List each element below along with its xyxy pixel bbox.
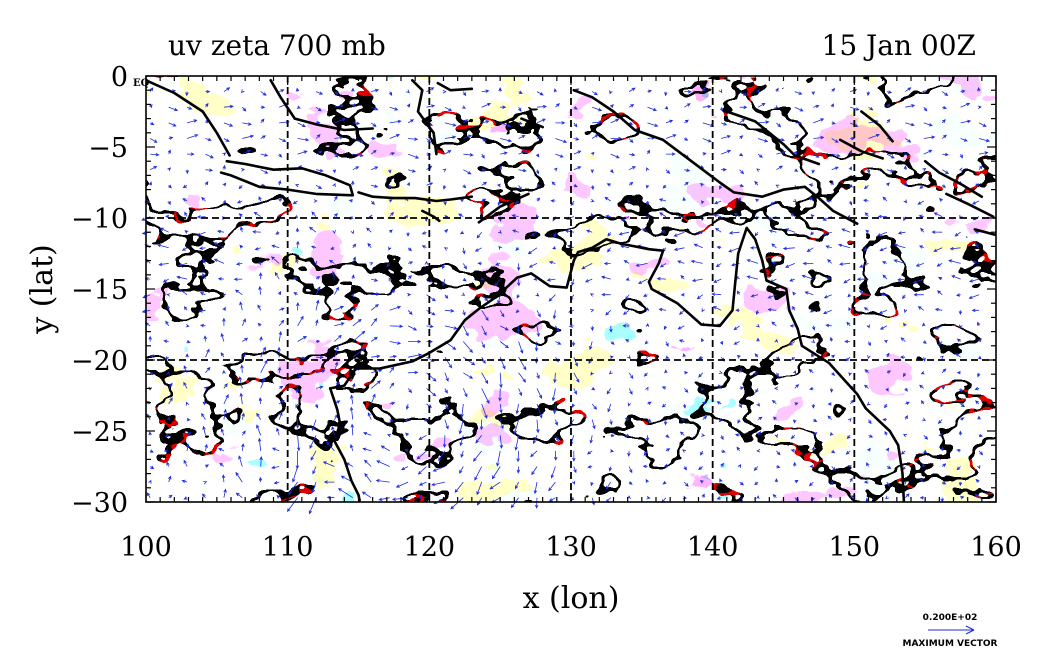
- x-tick-label: 140: [687, 532, 739, 563]
- coastline: [477, 192, 530, 224]
- reference-vector-value: 0.200E+02: [923, 613, 978, 623]
- x-tick-label: 150: [829, 532, 881, 563]
- x-tick-label: 160: [970, 532, 1022, 563]
- equator-tick-label: EQ: [133, 78, 150, 89]
- coastline-layer: [146, 79, 996, 502]
- x-tick-label: 110: [262, 532, 314, 563]
- coastline: [146, 79, 231, 157]
- y-tick-label: −15: [71, 275, 128, 306]
- coastline: [219, 159, 355, 197]
- y-tick-label: −25: [71, 417, 128, 448]
- y-tick-label: 0: [111, 62, 128, 93]
- coastline: [572, 88, 859, 225]
- coastline: [328, 387, 362, 502]
- x-axis-label: x (lon): [523, 581, 620, 616]
- reference-vector-caption: MAXIMUM VECTOR: [902, 639, 997, 649]
- coastline: [269, 79, 374, 132]
- y-tick-label: −10: [71, 204, 128, 235]
- coastline: [725, 110, 821, 166]
- coastline: [328, 226, 906, 502]
- coastline: [923, 159, 984, 198]
- y-axis-label: y (lat): [25, 244, 60, 334]
- coastline: [411, 79, 438, 156]
- coastline: [860, 110, 894, 143]
- coastline: [436, 81, 474, 92]
- coastline: [520, 117, 544, 129]
- coastline: [945, 192, 995, 218]
- lat-lon-grid: [146, 76, 996, 502]
- y-tick-label: −5: [88, 133, 128, 164]
- reference-vector-arrow: [928, 625, 975, 635]
- y-tick-label: −20: [71, 346, 128, 377]
- x-tick-label: 100: [120, 532, 172, 563]
- title-right: 15 Jan 00Z: [822, 29, 976, 62]
- coastline: [973, 228, 996, 237]
- x-tick-label: 120: [404, 532, 456, 563]
- y-tick-label: −30: [71, 488, 128, 519]
- coastline: [357, 191, 474, 203]
- coastline: [421, 209, 441, 223]
- coastline: [838, 138, 884, 160]
- axis-tick-labels: 100 110 120 130 140 150 160 0 −5 −10 −15 −20 −25 −30 E…: [71, 62, 1022, 563]
- title-left: uv zeta 700 mb: [168, 29, 386, 62]
- x-tick-label: 130: [545, 532, 597, 563]
- axis-ticks: [145, 75, 997, 503]
